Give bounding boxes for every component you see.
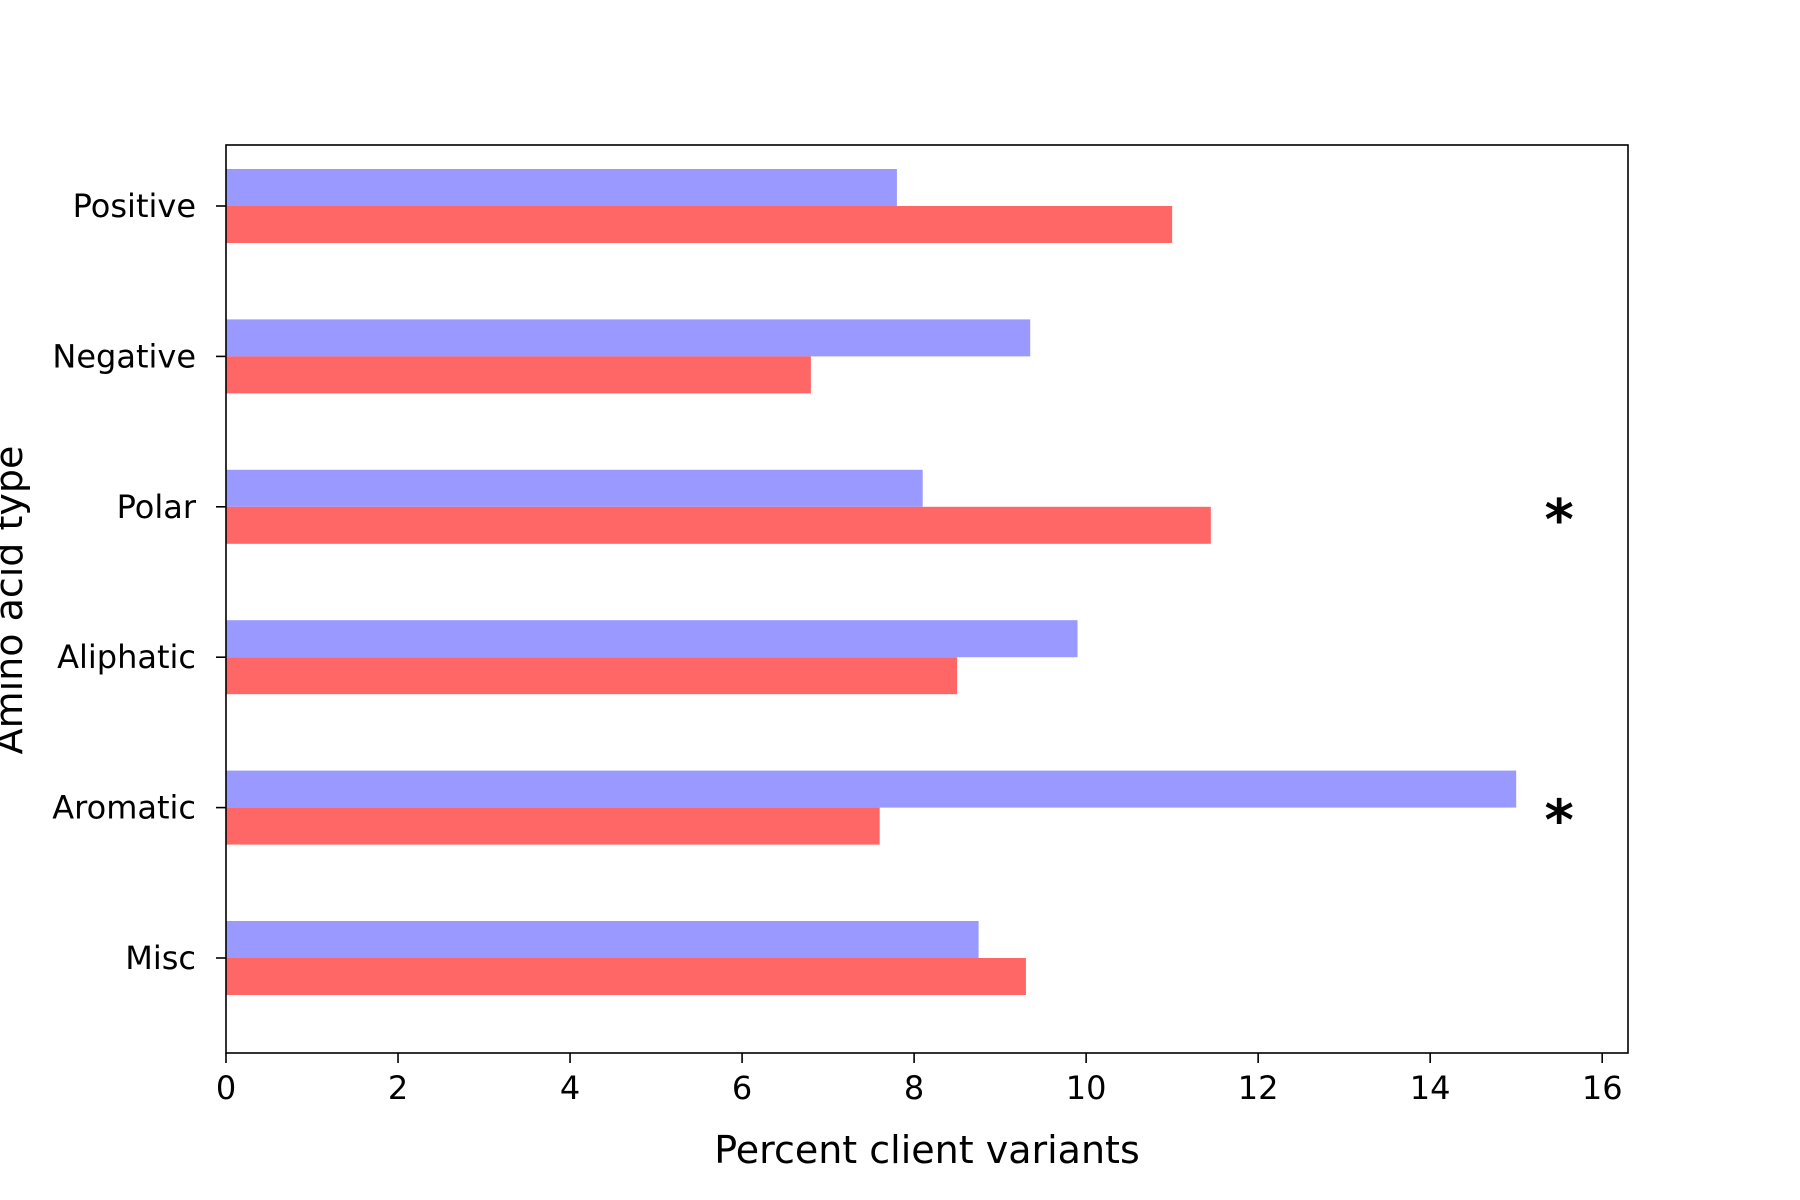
bar-aromatic-series-2: [226, 807, 880, 845]
bars-group: [226, 169, 1517, 995]
x-tick-label: 12: [1238, 1069, 1279, 1107]
x-tick-label: 2: [388, 1069, 408, 1107]
bar-positive-series-1: [226, 169, 897, 206]
plot-frame: [225, 144, 1629, 1054]
bar-negative-series-2: [226, 356, 811, 394]
y-axis-label: Amino acid type: [0, 446, 31, 755]
y-tick-label-negative: Negative: [52, 337, 196, 375]
significance-marker-polar: *: [1545, 488, 1574, 553]
y-tick-label-misc: Misc: [125, 939, 196, 977]
x-tick-label: 14: [1410, 1069, 1451, 1107]
x-axis: 0 2 4 6 8 10 12 14 16: [216, 1053, 1623, 1107]
bar-aliphatic-series-1: [226, 620, 1078, 658]
bar-positive-series-2: [226, 206, 1173, 243]
y-tick-label-aliphatic: Aliphatic: [57, 638, 196, 676]
x-tick-label: 10: [1066, 1069, 1107, 1107]
y-tick-label-positive: Positive: [73, 187, 196, 225]
bar-polar-series-1: [226, 469, 923, 507]
x-tick-label: 0: [216, 1069, 236, 1107]
bar-aromatic-series-1: [226, 770, 1517, 808]
x-tick-label: 6: [732, 1069, 752, 1107]
x-axis-label: Percent client variants: [714, 1128, 1140, 1172]
bar-misc-series-1: [226, 921, 979, 958]
significance-marker-aromatic: *: [1545, 789, 1574, 854]
annotations-group: **: [1545, 488, 1574, 854]
bar-negative-series-1: [226, 319, 1031, 357]
y-tick-label-aromatic: Aromatic: [52, 789, 196, 827]
bar-misc-series-2: [226, 958, 1026, 995]
y-tick-label-polar: Polar: [117, 488, 197, 526]
bar-polar-series-2: [226, 506, 1211, 544]
x-tick-label: 16: [1582, 1069, 1623, 1107]
x-tick-label: 8: [904, 1069, 924, 1107]
x-tick-label: 4: [560, 1069, 580, 1107]
y-axis: Positive Negative Polar Aliphatic Aromatic Mi…: [52, 187, 226, 977]
bar-aliphatic-series-2: [226, 657, 958, 695]
